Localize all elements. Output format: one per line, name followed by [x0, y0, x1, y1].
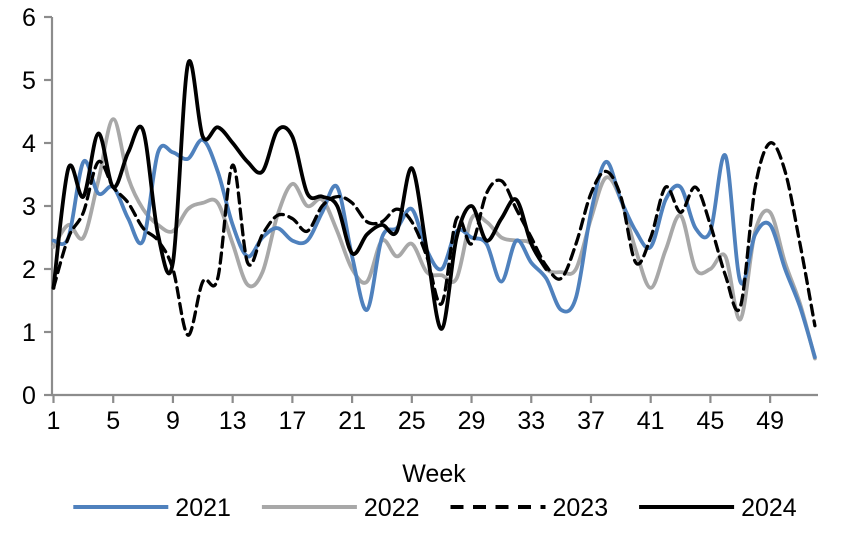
legend-label-2022: 2022: [364, 494, 420, 522]
y-tick-label: 6: [22, 4, 36, 32]
axis-ticks: [44, 15, 772, 403]
legend-label-2021: 2021: [175, 494, 231, 522]
series-line-2021: [51, 137, 817, 360]
x-tick-label: 9: [166, 407, 180, 435]
x-tick-label: 17: [278, 407, 306, 435]
legend-item-2021: 2021: [73, 494, 231, 522]
series-line-2024: [51, 59, 549, 331]
x-tick-label: 37: [577, 407, 605, 435]
legend-label-2023: 2023: [553, 494, 609, 522]
legend-item-2022: 2022: [261, 494, 420, 522]
y-tick-label: 3: [22, 193, 36, 221]
legend: 2021 2022 2023 2024: [73, 494, 797, 522]
y-tick-label: 0: [22, 382, 36, 410]
series-line-2023: [51, 141, 817, 337]
x-tick-label: 49: [756, 407, 784, 435]
y-tick-label: 4: [22, 130, 36, 158]
x-axis-title: Week: [402, 460, 466, 488]
x-tick-label: 41: [637, 407, 665, 435]
data-series: [51, 59, 817, 361]
x-tick-label: 13: [219, 407, 247, 435]
series-line-2022: [51, 117, 817, 361]
x-tick-label: 33: [517, 407, 545, 435]
legend-item-2024: 2024: [639, 494, 797, 522]
legend-label-2024: 2024: [741, 494, 797, 522]
x-tick-label: 1: [47, 407, 61, 435]
x-tick-label: 29: [458, 407, 486, 435]
y-tick-label: 5: [22, 67, 36, 95]
x-tick-label: 25: [398, 407, 426, 435]
y-tick-label: 1: [22, 319, 36, 347]
y-tick-label: 2: [22, 256, 36, 284]
x-tick-label: 21: [338, 407, 366, 435]
x-tick-label: 45: [697, 407, 725, 435]
legend-item-2023: 2023: [450, 494, 609, 522]
x-tick-label: 5: [106, 407, 120, 435]
